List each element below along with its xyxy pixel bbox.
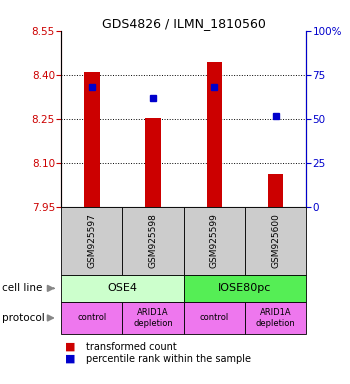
Text: GSM925599: GSM925599 bbox=[210, 214, 219, 268]
Text: cell line: cell line bbox=[2, 283, 42, 293]
Text: IOSE80pc: IOSE80pc bbox=[218, 283, 272, 293]
Text: GSM925597: GSM925597 bbox=[88, 214, 96, 268]
Text: OSE4: OSE4 bbox=[107, 283, 138, 293]
Text: transformed count: transformed count bbox=[86, 342, 176, 352]
Bar bbox=[207, 62, 222, 207]
Text: ARID1A
depletion: ARID1A depletion bbox=[133, 308, 173, 328]
Bar bbox=[268, 174, 283, 207]
Text: protocol: protocol bbox=[2, 313, 44, 323]
Text: GSM925598: GSM925598 bbox=[149, 214, 158, 268]
Text: control: control bbox=[200, 313, 229, 323]
Text: ■: ■ bbox=[65, 342, 75, 352]
Text: control: control bbox=[77, 313, 106, 323]
Bar bbox=[146, 118, 161, 207]
Text: percentile rank within the sample: percentile rank within the sample bbox=[86, 354, 251, 364]
Text: GSM925600: GSM925600 bbox=[271, 214, 280, 268]
Text: ARID1A
depletion: ARID1A depletion bbox=[256, 308, 295, 328]
Text: ■: ■ bbox=[65, 354, 75, 364]
Bar bbox=[84, 72, 99, 207]
Title: GDS4826 / ILMN_1810560: GDS4826 / ILMN_1810560 bbox=[102, 17, 266, 30]
